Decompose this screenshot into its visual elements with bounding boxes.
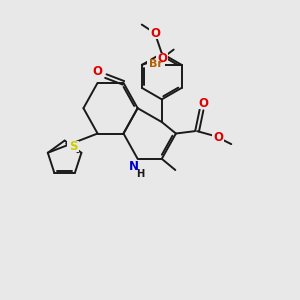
Text: Br: Br xyxy=(149,59,163,69)
Text: N: N xyxy=(129,160,139,173)
FancyBboxPatch shape xyxy=(212,132,224,143)
FancyBboxPatch shape xyxy=(67,141,79,152)
FancyBboxPatch shape xyxy=(156,53,168,64)
FancyBboxPatch shape xyxy=(147,59,165,70)
FancyBboxPatch shape xyxy=(134,169,146,180)
Text: S: S xyxy=(69,140,77,153)
FancyBboxPatch shape xyxy=(128,160,140,172)
Text: H: H xyxy=(136,169,144,179)
Text: O: O xyxy=(213,131,223,144)
FancyBboxPatch shape xyxy=(149,28,161,39)
FancyBboxPatch shape xyxy=(197,98,209,109)
FancyBboxPatch shape xyxy=(91,65,103,77)
Text: O: O xyxy=(150,27,160,40)
Text: O: O xyxy=(157,52,167,65)
Text: O: O xyxy=(92,64,102,78)
Text: O: O xyxy=(198,97,208,110)
